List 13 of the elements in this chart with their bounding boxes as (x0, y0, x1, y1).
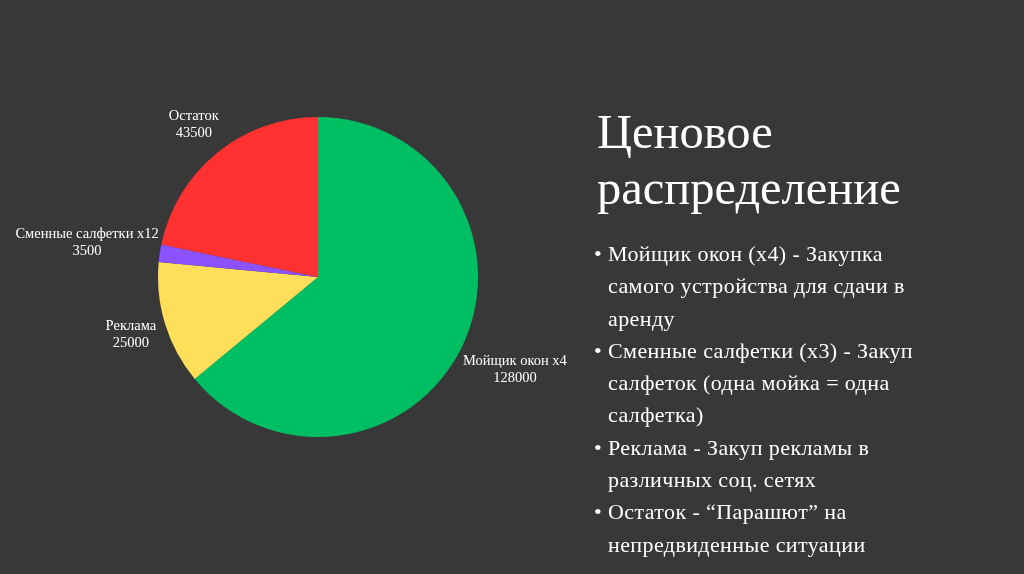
data-label: 43500 (175, 123, 212, 140)
text: • Сменные салфетки (x3) - Закуп салфеток (одна мойка = одна салфетка) (593, 336, 915, 430)
text: Ценовое распределение (597, 104, 902, 216)
slice-label: Остаток (168, 106, 220, 123)
data-label: 25000 (112, 333, 150, 350)
slice-label: Сменные салфетки x12 (15, 224, 159, 241)
data-label: 3500 (72, 241, 102, 258)
slice-label: Реклама (105, 316, 157, 333)
text: • Остаток - “Парашют” на непредвиденные ситуации (593, 498, 867, 559)
text: • Реклама - Закуп рекламы в различных соц. сетях (593, 433, 871, 495)
slice-label: Мойщик окон x4 (463, 351, 568, 368)
data-label: 128000 (493, 368, 537, 385)
text: • Мойщик окон (x4) - Закупка самого устройства для сдачи в аренду (593, 240, 906, 333)
